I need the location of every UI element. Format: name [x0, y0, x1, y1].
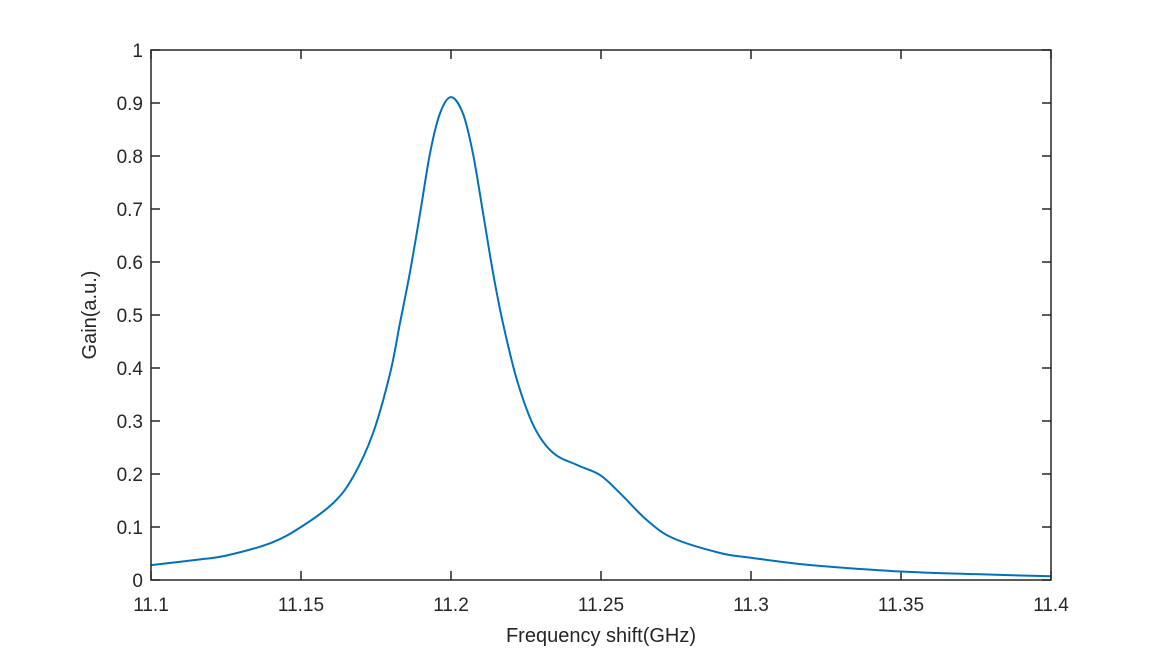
x-axis-label: Frequency shift(GHz) — [506, 625, 696, 647]
x-tick-label: 11.4 — [1033, 595, 1069, 616]
y-tick-label: 1 — [132, 41, 143, 62]
y-tick-label: 0.8 — [117, 147, 143, 168]
y-tick-label: 0.6 — [117, 253, 143, 274]
y-tick-label: 0.2 — [117, 465, 143, 486]
y-tick-label: 0.7 — [117, 200, 143, 221]
x-tick-label: 11.3 — [733, 595, 769, 616]
x-tick-label: 11.25 — [578, 595, 624, 616]
axes-box — [150, 49, 1052, 581]
x-tick-label: 11.15 — [278, 595, 324, 616]
x-tick-label: 11.1 — [133, 595, 169, 616]
y-tick-label: 0 — [132, 571, 143, 592]
series-line-gain — [150, 96, 1052, 578]
y-tick-label: 0.9 — [117, 94, 143, 115]
y-tick-label: 0.5 — [117, 306, 143, 327]
y-tick-label: 0.4 — [117, 359, 144, 380]
ticks-layer: 11.1 11.15 11.2 11.25 11.3 11.35 11.4 0 0.1 0.2 0.… — [117, 41, 1070, 616]
y-axis-label: Gain(a.u.) — [79, 271, 101, 360]
x-tick-label: 11.2 — [433, 595, 469, 616]
y-tick-label: 0.3 — [117, 412, 143, 433]
y-tick-label: 0.1 — [117, 518, 143, 539]
x-tick-label: 11.35 — [878, 595, 924, 616]
